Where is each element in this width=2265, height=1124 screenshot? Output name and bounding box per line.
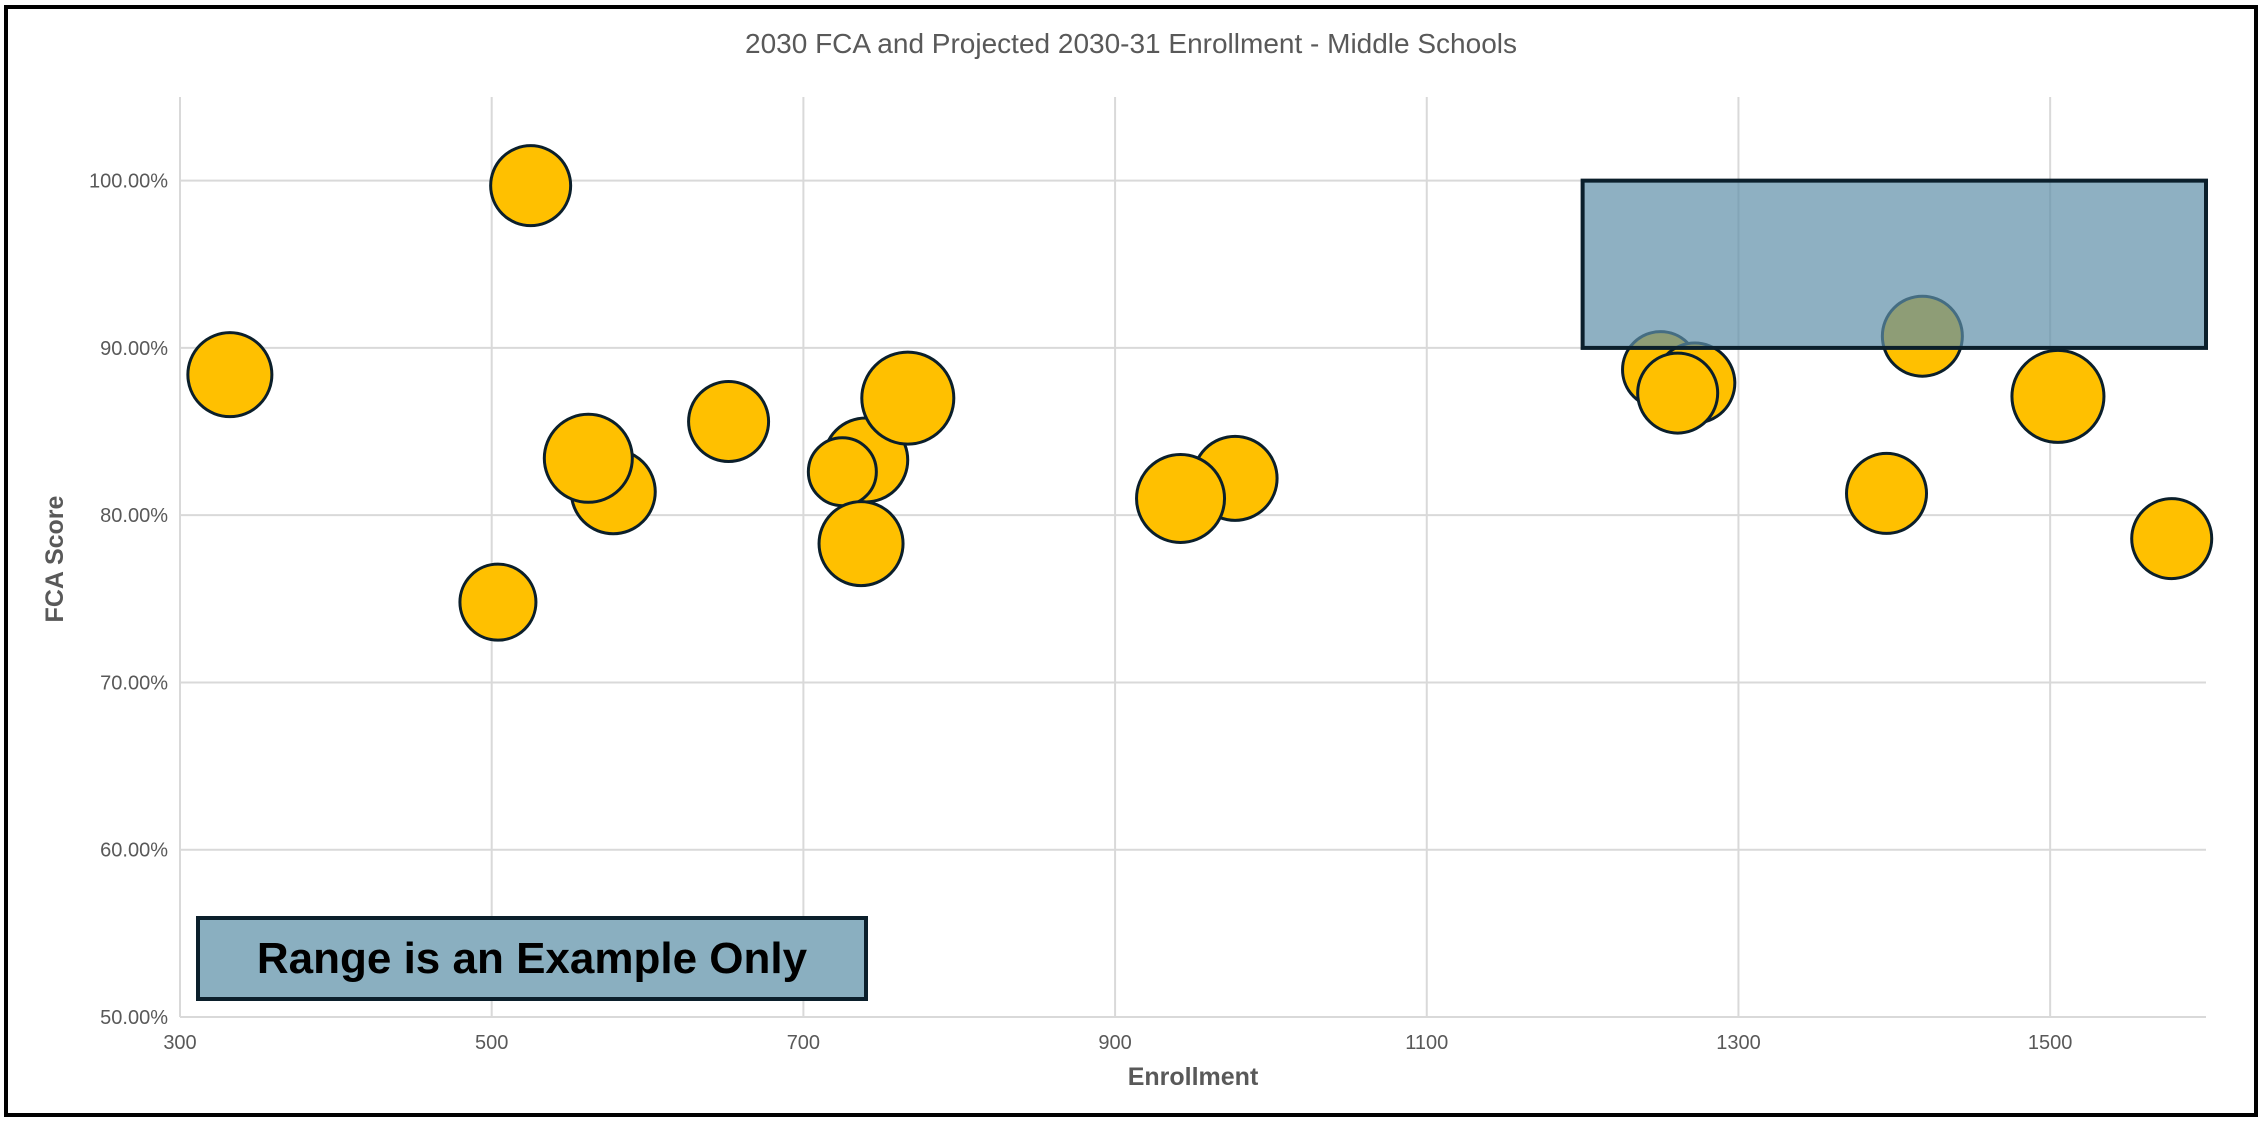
x-tick-label: 1100	[1405, 1032, 1448, 1054]
range-note: Range is an Example Only	[196, 916, 868, 1001]
y-axis-label: FCA Score	[41, 495, 69, 622]
chart-title: 2030 FCA and Projected 2030-31 Enrollmen…	[745, 28, 1517, 59]
y-tick-label: 70.00%	[100, 672, 168, 694]
bubble-point	[458, 562, 538, 642]
bubble-point	[542, 412, 634, 504]
bubble-point	[1845, 451, 1929, 535]
x-tick-label: 300	[163, 1032, 196, 1054]
bubble-point	[860, 350, 956, 446]
highlight-range	[1580, 178, 2208, 350]
x-tick-label: 500	[475, 1032, 508, 1054]
x-tick-label: 1500	[2028, 1032, 2073, 1054]
x-tick-label: 900	[1098, 1032, 1131, 1054]
y-tick-label: 90.00%	[100, 338, 168, 360]
bubble-point	[687, 380, 771, 464]
bubble-point	[489, 144, 573, 228]
bubble-point	[806, 436, 878, 508]
y-tick-label: 60.00%	[100, 840, 168, 862]
x-tick-label: 1300	[1716, 1032, 1761, 1054]
x-axis-label: Enrollment	[1128, 1063, 1259, 1091]
x-tick-label: 700	[787, 1032, 820, 1054]
bubble-point	[186, 331, 274, 419]
bubble-point	[1636, 351, 1720, 435]
y-tick-label: 80.00%	[100, 505, 168, 527]
bubble-chart: 2030 FCA and Projected 2030-31 Enrollmen…	[41, 28, 2214, 1091]
range-note-box	[196, 916, 868, 1001]
y-tick-label: 50.00%	[100, 1007, 168, 1029]
bubble-point	[2130, 497, 2214, 581]
chart-frame: 2030 FCA and Projected 2030-31 Enrollmen…	[4, 5, 2258, 1117]
range-note-text: Range is an Example Only	[257, 934, 808, 983]
y-tick-label: 100.00%	[89, 171, 168, 193]
bubble-point	[2010, 348, 2106, 444]
bubble-point	[817, 500, 905, 588]
bubble-point	[1135, 452, 1227, 544]
